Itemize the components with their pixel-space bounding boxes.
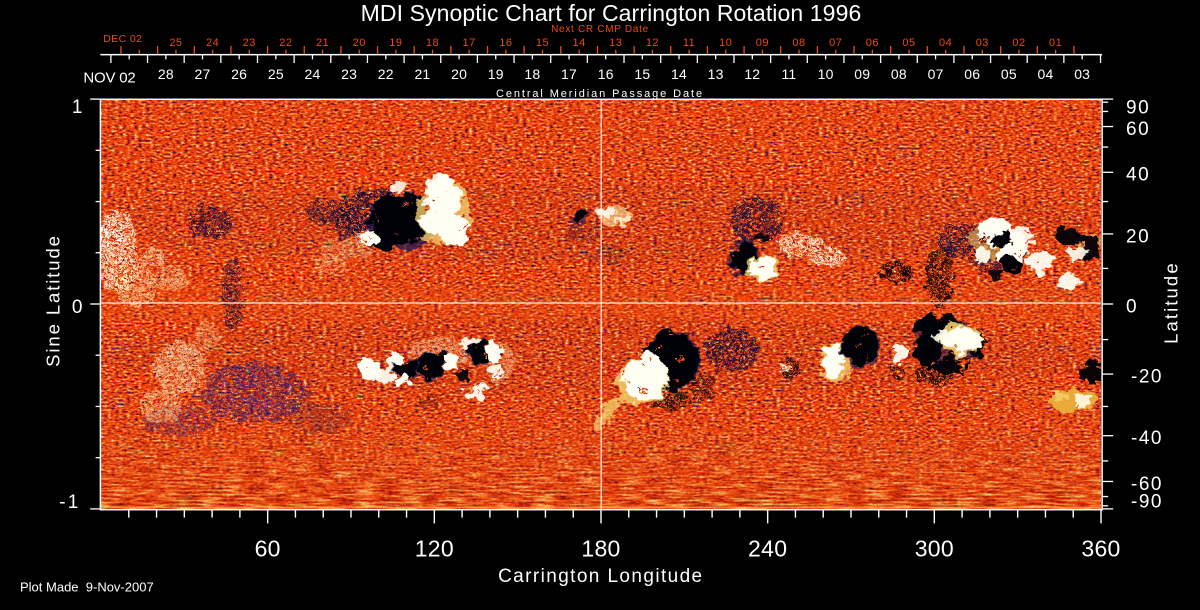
svg-text:09: 09 — [854, 66, 870, 82]
svg-text:25: 25 — [169, 37, 182, 49]
svg-text:06: 06 — [866, 37, 879, 49]
svg-text:24: 24 — [206, 37, 219, 49]
svg-text:0: 0 — [72, 297, 83, 318]
svg-text:03: 03 — [1074, 66, 1090, 82]
svg-text:60: 60 — [1126, 119, 1150, 140]
svg-text:Plot Made 9-Nov-2007: Plot Made 9-Nov-2007 — [20, 579, 154, 594]
svg-text:10: 10 — [719, 37, 732, 49]
svg-text:21: 21 — [414, 66, 430, 82]
svg-text:25: 25 — [268, 66, 284, 82]
svg-text:08: 08 — [792, 37, 805, 49]
svg-text:120: 120 — [415, 535, 454, 561]
svg-text:06: 06 — [964, 66, 980, 82]
svg-text:40: 40 — [1126, 165, 1150, 186]
svg-text:240: 240 — [748, 535, 787, 561]
svg-text:09: 09 — [756, 37, 769, 49]
svg-text:300: 300 — [915, 535, 954, 561]
svg-text:14: 14 — [671, 66, 687, 82]
svg-text:28: 28 — [158, 66, 174, 82]
svg-text:23: 23 — [341, 66, 357, 82]
svg-text:17: 17 — [561, 66, 577, 82]
svg-text:19: 19 — [488, 66, 504, 82]
svg-text:20: 20 — [353, 37, 366, 49]
svg-text:Carrington Longitude: Carrington Longitude — [498, 566, 703, 587]
svg-text:0: 0 — [1126, 296, 1138, 317]
svg-text:11: 11 — [683, 37, 695, 49]
svg-text:03: 03 — [976, 37, 989, 49]
svg-text:Sine Latitude: Sine Latitude — [42, 234, 63, 367]
svg-text:Central Meridian Passage Date: Central Meridian Passage Date — [496, 88, 704, 100]
svg-text:23: 23 — [243, 37, 256, 49]
svg-text:-1: -1 — [59, 492, 80, 513]
svg-text:Next CR CMP Date: Next CR CMP Date — [551, 24, 649, 35]
svg-text:27: 27 — [195, 66, 211, 82]
svg-text:13: 13 — [609, 37, 622, 49]
svg-text:16: 16 — [598, 66, 614, 82]
svg-text:Latitude: Latitude — [1161, 261, 1182, 344]
svg-text:-20: -20 — [1131, 367, 1163, 388]
svg-text:15: 15 — [536, 37, 549, 49]
svg-text:04: 04 — [939, 37, 952, 49]
svg-text:02: 02 — [1012, 37, 1025, 49]
svg-text:10: 10 — [818, 66, 834, 82]
svg-text:24: 24 — [304, 66, 320, 82]
svg-text:05: 05 — [902, 37, 915, 49]
svg-text:-40: -40 — [1131, 428, 1163, 449]
svg-text:13: 13 — [708, 66, 724, 82]
svg-text:16: 16 — [499, 37, 512, 49]
svg-text:14: 14 — [573, 37, 586, 49]
svg-text:60: 60 — [255, 535, 281, 561]
svg-text:20: 20 — [1126, 226, 1150, 247]
svg-text:15: 15 — [634, 66, 650, 82]
svg-text:11: 11 — [781, 66, 796, 82]
svg-text:22: 22 — [279, 37, 292, 49]
svg-text:360: 360 — [1081, 535, 1120, 561]
svg-text:DEC 02: DEC 02 — [103, 33, 142, 45]
svg-text:21: 21 — [316, 37, 329, 49]
svg-text:04: 04 — [1038, 66, 1054, 82]
svg-text:05: 05 — [1001, 66, 1017, 82]
svg-text:08: 08 — [891, 66, 907, 82]
svg-text:17: 17 — [463, 37, 476, 49]
svg-text:12: 12 — [744, 66, 760, 82]
svg-text:07: 07 — [829, 37, 842, 49]
svg-text:-90: -90 — [1131, 492, 1163, 513]
svg-text:01: 01 — [1049, 37, 1062, 49]
svg-text:180: 180 — [581, 535, 620, 561]
svg-text:12: 12 — [646, 37, 659, 49]
svg-text:1: 1 — [72, 97, 83, 118]
svg-text:26: 26 — [231, 66, 247, 82]
svg-text:19: 19 — [389, 37, 402, 49]
svg-text:MDI Synoptic Chart for Carring: MDI Synoptic Chart for Carrington Rotati… — [361, 0, 862, 26]
svg-text:18: 18 — [524, 66, 540, 82]
svg-text:20: 20 — [451, 66, 467, 82]
svg-text:NOV 02: NOV 02 — [83, 70, 135, 87]
svg-text:90: 90 — [1126, 98, 1150, 119]
svg-text:22: 22 — [378, 66, 394, 82]
svg-text:18: 18 — [426, 37, 439, 49]
svg-text:07: 07 — [928, 66, 944, 82]
svg-text:-60: -60 — [1131, 474, 1163, 495]
